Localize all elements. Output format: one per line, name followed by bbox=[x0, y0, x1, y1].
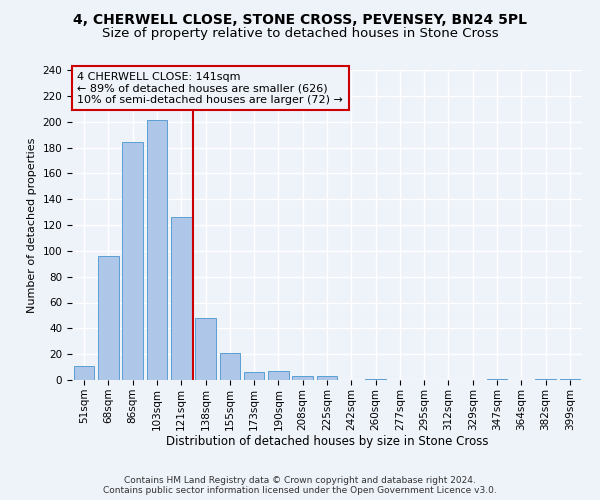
Bar bbox=[122, 142, 143, 380]
Bar bbox=[317, 376, 337, 380]
Bar bbox=[171, 217, 191, 380]
Bar bbox=[535, 378, 556, 380]
Bar bbox=[146, 120, 167, 380]
Text: Size of property relative to detached houses in Stone Cross: Size of property relative to detached ho… bbox=[101, 28, 499, 40]
Bar bbox=[195, 318, 216, 380]
Y-axis label: Number of detached properties: Number of detached properties bbox=[27, 138, 37, 312]
Text: 4, CHERWELL CLOSE, STONE CROSS, PEVENSEY, BN24 5PL: 4, CHERWELL CLOSE, STONE CROSS, PEVENSEY… bbox=[73, 12, 527, 26]
Text: Contains HM Land Registry data © Crown copyright and database right 2024.
Contai: Contains HM Land Registry data © Crown c… bbox=[103, 476, 497, 495]
Text: 4 CHERWELL CLOSE: 141sqm
← 89% of detached houses are smaller (626)
10% of semi-: 4 CHERWELL CLOSE: 141sqm ← 89% of detach… bbox=[77, 72, 343, 105]
Bar bbox=[74, 366, 94, 380]
Bar bbox=[365, 378, 386, 380]
Bar bbox=[220, 353, 240, 380]
Bar bbox=[98, 256, 119, 380]
Bar bbox=[487, 378, 508, 380]
Bar bbox=[560, 378, 580, 380]
Bar bbox=[268, 371, 289, 380]
Bar bbox=[244, 372, 265, 380]
X-axis label: Distribution of detached houses by size in Stone Cross: Distribution of detached houses by size … bbox=[166, 436, 488, 448]
Bar bbox=[292, 376, 313, 380]
